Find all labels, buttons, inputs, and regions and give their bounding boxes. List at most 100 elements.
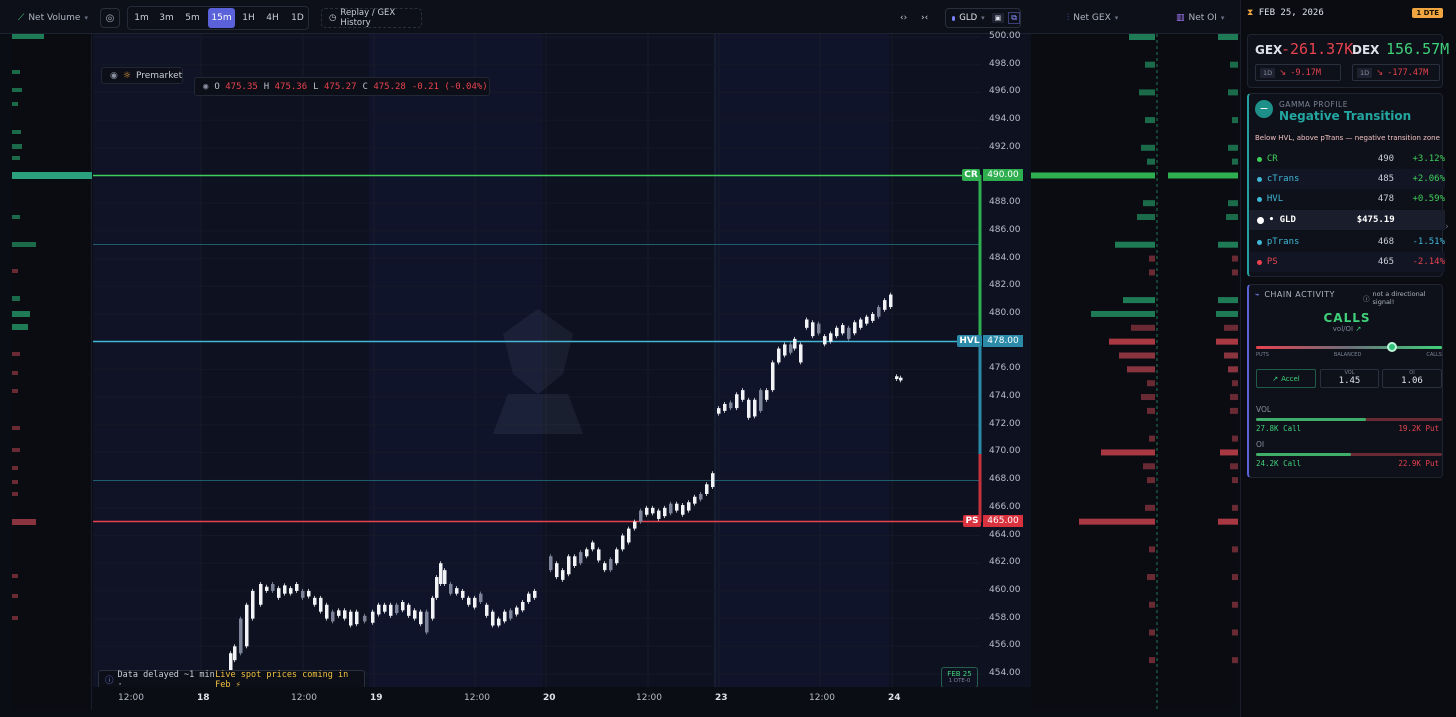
candle-body xyxy=(663,507,667,517)
candle-body xyxy=(491,611,495,626)
net-gex-bar xyxy=(1131,324,1155,331)
candle-body xyxy=(265,586,269,591)
time-axis[interactable]: 12:00 18 12:00 19 12:00 20 12:00 23 12:0… xyxy=(93,687,1031,713)
candle-body xyxy=(355,611,359,625)
timeframe-3m[interactable]: 3m xyxy=(159,13,174,23)
net-volume-dropdown[interactable]: ⟋ Net Volume ▾ xyxy=(18,13,88,23)
candle-body xyxy=(573,556,577,566)
net-oi-bar xyxy=(1216,338,1238,345)
accel-button[interactable]: ↗ Accel xyxy=(1256,369,1316,388)
expand-icon[interactable]: ‹› xyxy=(900,13,908,23)
dex-change: 1D ↘ -177.47M xyxy=(1352,64,1440,81)
net-gex-bar xyxy=(1149,546,1155,553)
timeframe-5m[interactable]: 5m xyxy=(185,13,200,23)
chevron-right-icon[interactable]: › xyxy=(1445,222,1449,232)
price-tick-label: 472.00 xyxy=(989,418,1021,429)
hvl-level-tag: HVL xyxy=(957,335,982,347)
candle-body xyxy=(747,399,751,418)
level-row-ctrans[interactable]: cTrans 485 +2.06% xyxy=(1249,169,1445,189)
candle-body xyxy=(603,563,607,571)
level-row-cr[interactable]: CR 490 +3.12% xyxy=(1249,149,1445,169)
net-oi-bar xyxy=(1232,435,1238,442)
vol-ratio: VOL 1.45 xyxy=(1320,369,1379,388)
candle-body xyxy=(789,344,793,353)
symbol-selector[interactable]: GLD ▾ ▣ ⧉ xyxy=(945,8,1021,28)
compare-icon[interactable]: ⧉ xyxy=(1008,12,1020,24)
eye-icon[interactable]: ◉ xyxy=(203,81,209,92)
candle-body xyxy=(633,521,637,529)
price-tick-label: 494.00 xyxy=(989,114,1021,125)
timeframe-15m[interactable]: 15m xyxy=(208,8,235,28)
candle-body xyxy=(753,399,757,417)
net-gex-bar xyxy=(1147,158,1155,165)
candle-body xyxy=(771,362,775,391)
candle-body xyxy=(407,604,411,616)
candle-body xyxy=(723,403,727,411)
palette-icon: ◎ xyxy=(105,12,115,24)
timeframe-1h[interactable]: 1H xyxy=(242,13,255,23)
candle-body xyxy=(443,570,447,584)
net-oi-bar xyxy=(1232,477,1238,484)
indicator-settings-button[interactable]: ◎ xyxy=(100,8,120,28)
net-oi-bar xyxy=(1232,574,1238,581)
candle-body xyxy=(439,563,443,584)
candle-body xyxy=(681,505,685,515)
timeframe-1m[interactable]: 1m xyxy=(134,13,149,23)
net-oi-dropdown[interactable]: ▥ Net OI ▾ xyxy=(1176,13,1225,23)
gex-dex-card: GEX -261.37K 1D ↘ -9.17M DEX 156.57M 1D … xyxy=(1247,34,1449,88)
level-row-ps[interactable]: PS 465 -2.14% xyxy=(1249,252,1445,272)
candle-body xyxy=(651,507,655,514)
net-volume-strip xyxy=(12,34,92,710)
timeframe-4h[interactable]: 4H xyxy=(266,13,279,23)
candle-body xyxy=(349,611,353,626)
candle-body xyxy=(805,319,809,328)
activity-icon: ⌁ xyxy=(1255,290,1261,299)
net-gex-bar xyxy=(1119,352,1155,359)
price-chart[interactable]: ◉ O 475.35 H 475.36 L 475.27 C 475.28 -0… xyxy=(93,34,1031,687)
candle-body xyxy=(307,590,311,597)
candle-body xyxy=(711,473,715,488)
bias-slider-thumb[interactable] xyxy=(1387,342,1397,352)
expiry-badge[interactable]: FEB 25 1 DTE-0 xyxy=(941,667,978,688)
price-tick-label: 500.00 xyxy=(989,31,1021,41)
candle-body xyxy=(533,590,537,598)
net-gex-bar xyxy=(1147,477,1155,484)
candle-body xyxy=(717,408,721,414)
calendar-icon[interactable]: ▣ xyxy=(991,13,1005,23)
level-row-hvl[interactable]: HVL 478 +0.59% xyxy=(1249,189,1445,209)
candle-body xyxy=(325,604,329,619)
net-gex-bar xyxy=(1109,338,1155,345)
net-oi-bar xyxy=(1228,200,1238,207)
candle-body xyxy=(289,588,293,594)
candle-body xyxy=(413,610,417,619)
candle-body xyxy=(853,322,857,334)
level-row-ptrans[interactable]: pTrans 468 -1.51% xyxy=(1249,232,1445,252)
price-tick-label: 476.00 xyxy=(989,363,1021,374)
net-oi-bar xyxy=(1232,657,1238,664)
net-oi-bar xyxy=(1218,34,1238,40)
candle-body xyxy=(497,618,501,626)
clock-icon: ◷ xyxy=(329,13,337,23)
net-gex-bar xyxy=(1145,61,1155,68)
candle-body xyxy=(859,319,863,328)
candle-body xyxy=(295,583,299,591)
timeframe-1d[interactable]: 1D xyxy=(291,13,304,23)
net-gex-bar xyxy=(1149,255,1155,262)
candle-body xyxy=(841,325,845,334)
candle-body xyxy=(627,528,631,543)
net-gex-bar xyxy=(1139,89,1155,96)
collapse-icon[interactable]: ›‹ xyxy=(921,13,929,23)
level-row-gld[interactable]: • GLD $475.19 xyxy=(1249,210,1445,230)
candle-body xyxy=(675,503,679,511)
candle-body xyxy=(615,549,619,564)
chart-toolbar: ⟋ Net Volume ▾ ◎ 1m 3m 5m 15m 1H 4H 1D ◷… xyxy=(0,0,1240,34)
net-gex-dropdown[interactable]: ⫶ Net GEX ▾ xyxy=(1067,13,1119,23)
status-dot-icon xyxy=(952,15,956,21)
replay-button[interactable]: ◷ Replay / GEX History xyxy=(321,8,422,28)
premarket-toggle[interactable]: ◉ ☼ Premarket xyxy=(101,67,183,84)
candle-body xyxy=(799,344,803,363)
net-oi-bar xyxy=(1230,394,1238,401)
net-gex-bar xyxy=(1031,172,1155,179)
candle-body xyxy=(515,607,519,615)
candle-body xyxy=(883,300,887,310)
